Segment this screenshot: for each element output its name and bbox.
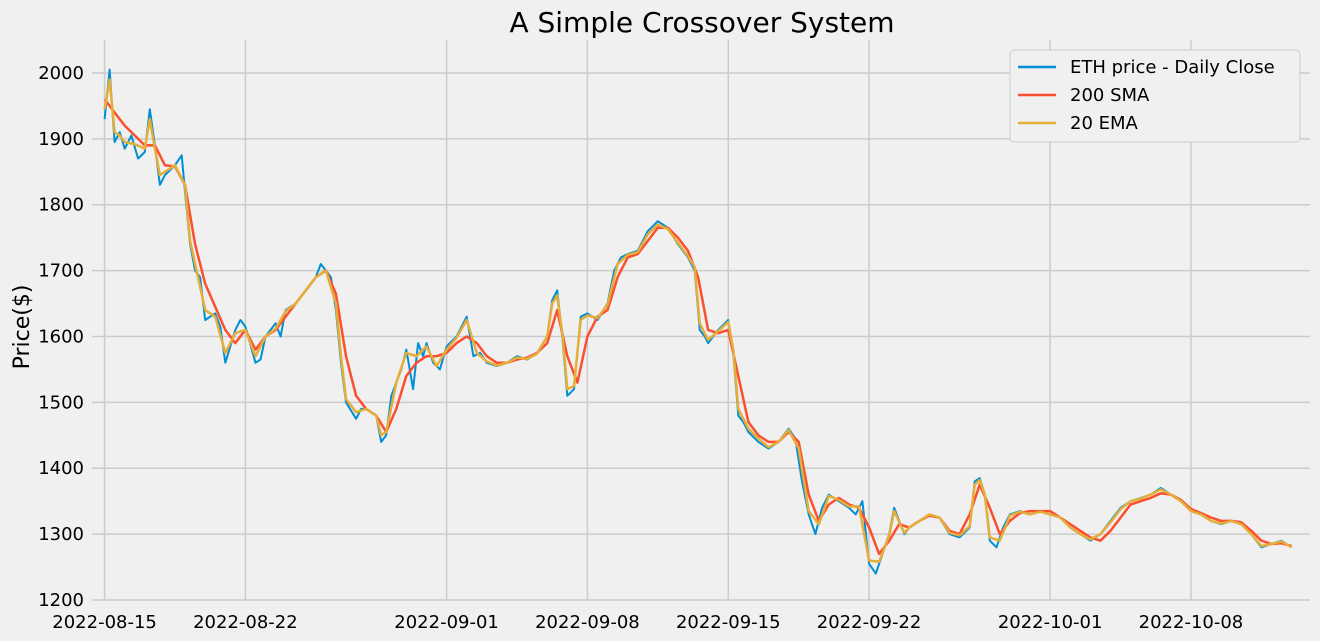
x-tick-label: 2022-10-08	[1139, 612, 1244, 633]
x-tick-label: 2022-09-22	[817, 612, 922, 633]
x-tick-label: 2022-08-15	[52, 612, 157, 633]
legend-entry: 200 SMA	[1070, 85, 1150, 106]
y-tick-label: 2000	[38, 63, 84, 84]
legend-entry: ETH price - Daily Close	[1070, 57, 1275, 78]
y-axis-label: Price($)	[10, 285, 35, 370]
y-tick-label: 1600	[38, 326, 84, 347]
x-tick-label: 2022-09-08	[535, 612, 640, 633]
series-line	[103, 78, 1293, 564]
legend-frame	[1009, 49, 1301, 143]
legend-entry: 20 EMA	[1070, 113, 1139, 134]
x-tick-label: 2022-10-01	[998, 612, 1103, 633]
y-tick-labels: 1200 1300 1400 1500 1600 1700 1800 1900 2000	[38, 63, 84, 611]
x-tick-label: 2022-09-15	[676, 612, 781, 633]
x-tick-label: 2022-08-22	[193, 612, 298, 633]
series-lines	[103, 68, 1293, 575]
y-tick-label: 1500	[38, 392, 84, 413]
y-tick-label: 1900	[38, 129, 84, 150]
x-tick-label: 2022-09-01	[394, 612, 499, 633]
y-tick-label: 1300	[38, 524, 84, 545]
y-tick-label: 1800	[38, 195, 84, 216]
grid	[92, 40, 1310, 601]
chart-title: A Simple Crossover System	[509, 6, 894, 39]
y-tick-label: 1200	[38, 590, 84, 611]
x-tick-labels: 2022-08-15 2022-08-22 2022-09-01 2022-09-08…	[52, 612, 1243, 633]
y-tick-label: 1700	[38, 261, 84, 282]
legend: ETH price - Daily Close 200 SMA 20 EMA	[1009, 49, 1301, 143]
y-tick-label: 1400	[38, 458, 84, 479]
